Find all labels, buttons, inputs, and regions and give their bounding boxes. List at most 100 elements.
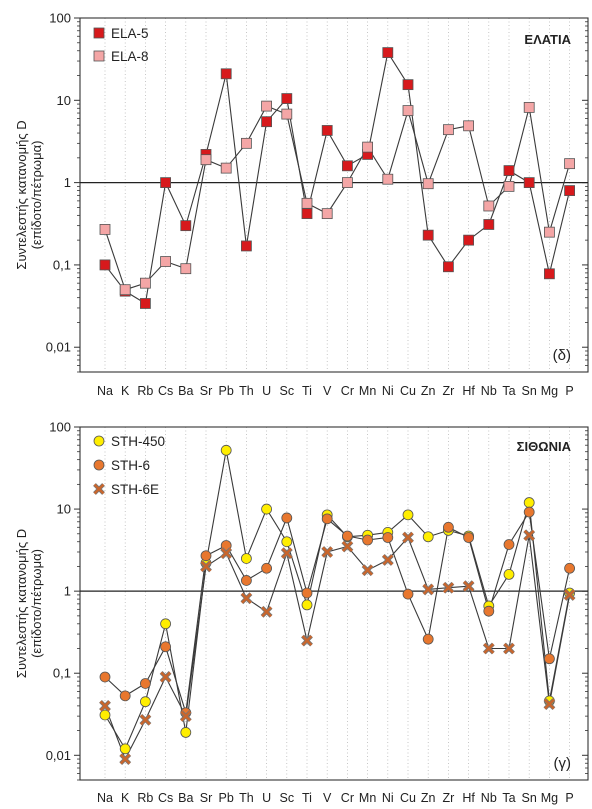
x-marker-stroke xyxy=(220,547,232,559)
data-point-ela-5-cu xyxy=(402,79,414,91)
x-marker-stroke xyxy=(301,635,313,646)
x-tick-label-th: Th xyxy=(239,791,254,805)
x-tick-label-sn: Sn xyxy=(522,384,537,398)
data-point-sth-450-zn xyxy=(422,531,434,543)
data-point-sth-6e-rb xyxy=(139,713,152,726)
x-marker-stroke xyxy=(342,541,353,552)
x-tick-label-v: V xyxy=(323,791,332,805)
x-tick-label-zn: Zn xyxy=(421,384,436,398)
data-point-sth-450-pb xyxy=(220,444,232,456)
data-point-sth-450-ti xyxy=(301,599,313,611)
data-point-ela-8-cr xyxy=(341,177,353,189)
data-point-sth-450-th xyxy=(240,553,252,564)
data-point-ela-8-ta xyxy=(503,180,515,192)
y-tick-label: 100 xyxy=(49,420,71,435)
data-point-sth-6-ni xyxy=(382,532,394,543)
x-tick-label-hf: Hf xyxy=(462,791,475,805)
data-point-sth-6-hf xyxy=(463,532,475,543)
y-tick-label: 0,01 xyxy=(46,748,71,763)
data-point-ela-5-mg xyxy=(544,268,555,280)
x-marker-stroke xyxy=(523,529,535,541)
data-point-ela-5-ta xyxy=(503,165,515,176)
data-point-sth-6e-nb xyxy=(482,642,495,655)
data-point-ela-5-v xyxy=(321,125,333,136)
data-point-sth-450-cu xyxy=(402,509,414,521)
x-tick-label-hf: Hf xyxy=(462,384,475,398)
data-point-sth-6e-ta xyxy=(503,642,515,655)
data-point-sth-6e-k xyxy=(119,753,132,765)
y-tick-label: 10 xyxy=(57,93,71,108)
x-marker-stroke xyxy=(140,714,151,726)
data-point-sth-6e-p xyxy=(563,588,576,601)
y-axis-label-sub: (επίδοτο/πέτρωμα) xyxy=(29,141,44,250)
data-point-ela-8-cs xyxy=(160,256,172,267)
data-point-sth-6e-hf xyxy=(462,580,475,593)
x-marker-stroke xyxy=(503,643,515,654)
data-point-sth-450-u xyxy=(261,503,273,515)
x-marker-stroke xyxy=(382,554,394,566)
x-tick-label-sr: Sr xyxy=(200,791,213,805)
y-tick-label: 100 xyxy=(49,11,71,26)
data-point-ela-5-zr xyxy=(442,261,454,273)
data-point-ela-5-na xyxy=(99,259,111,271)
data-point-sth-6-sr xyxy=(200,550,212,562)
data-point-sth-450-na xyxy=(99,709,111,721)
x-tick-label-nb: Nb xyxy=(481,791,497,805)
legend-marker-sth-6e xyxy=(93,483,105,495)
data-point-sth-6-ti xyxy=(301,587,313,599)
x-tick-label-sc: Sc xyxy=(280,384,295,398)
x-tick-label-na: Na xyxy=(97,791,113,805)
data-point-sth-450-rb xyxy=(139,696,151,708)
data-point-sth-450-cs xyxy=(160,618,172,630)
data-point-ela-8-cu xyxy=(402,105,414,116)
data-point-sth-6-na xyxy=(99,671,111,683)
x-tick-label-u: U xyxy=(262,384,271,398)
data-point-ela-5-cs xyxy=(160,177,172,189)
x-tick-label-cs: Cs xyxy=(158,791,173,805)
data-point-sth-6e-cr xyxy=(341,540,354,553)
data-point-sth-6-cr xyxy=(341,530,353,542)
data-point-ela-5-ti xyxy=(301,208,313,220)
x-tick-label-cu: Cu xyxy=(400,791,416,805)
data-point-sth-6-mn xyxy=(362,534,374,546)
x-marker-stroke xyxy=(241,592,252,604)
panel-label: (γ) xyxy=(554,755,572,772)
data-point-sth-6-u xyxy=(261,562,273,574)
x-marker-stroke xyxy=(200,561,212,572)
data-point-ela-5-pb xyxy=(220,68,232,80)
x-tick-label-th: Th xyxy=(239,384,254,398)
data-point-sth-6-p xyxy=(564,562,575,574)
x-marker-stroke xyxy=(261,606,272,618)
y-tick-label: 0,01 xyxy=(46,340,71,355)
y-axis-label: Συντελεστής κατανομής D xyxy=(14,529,29,678)
y-tick-label: 1 xyxy=(64,175,71,190)
data-point-ela-8-sn xyxy=(523,101,535,113)
data-point-ela-8-u xyxy=(261,100,273,112)
x-marker-stroke xyxy=(160,671,171,683)
x-tick-label-cs: Cs xyxy=(158,384,173,398)
y-tick-label: 0,1 xyxy=(53,666,71,681)
data-point-sth-450-ba xyxy=(180,727,192,738)
data-point-sth-6e-sc xyxy=(280,547,293,560)
chart-panel-2 xyxy=(74,426,589,781)
data-point-ela-8-mn xyxy=(362,141,374,153)
series-line-ela-8 xyxy=(104,105,571,291)
data-point-sth-6e-mn xyxy=(361,564,374,577)
data-point-sth-6e-u xyxy=(260,605,273,618)
x-tick-label-rb: Rb xyxy=(137,384,153,398)
data-point-ela-5-rb xyxy=(139,298,151,309)
x-tick-label-zr: Zr xyxy=(442,384,454,398)
x-tick-label-sn: Sn xyxy=(522,791,537,805)
data-point-ela-8-ba xyxy=(180,263,192,275)
data-point-ela-8-k xyxy=(119,284,131,296)
data-point-sth-6e-cs xyxy=(159,671,172,683)
data-point-sth-6-ta xyxy=(503,539,515,550)
data-point-ela-8-pb xyxy=(220,162,232,174)
data-point-ela-8-rb xyxy=(139,277,151,289)
legend-label-ela-5: ELA-5 xyxy=(111,26,149,41)
data-point-sth-6-th xyxy=(240,575,252,586)
data-point-sth-6e-ti xyxy=(301,634,313,647)
legend-marker-ela-5 xyxy=(93,27,105,39)
x-tick-label-sc: Sc xyxy=(280,791,295,805)
plot-frame xyxy=(79,17,589,373)
